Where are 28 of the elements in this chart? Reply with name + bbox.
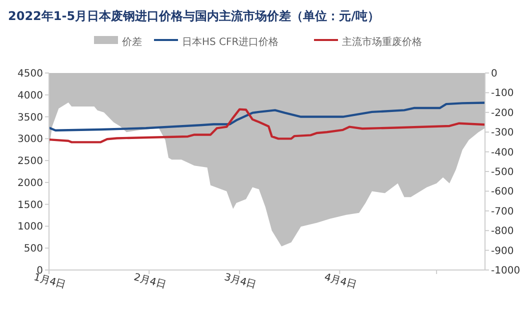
legend-label: 日本HS CFR进口价格 xyxy=(182,36,279,48)
y-tick-label: 1000 xyxy=(18,222,43,233)
legend-label: 主流市场重废价格 xyxy=(342,36,422,48)
y2-tick-label: -200 xyxy=(491,108,514,119)
y-tick-label: 2500 xyxy=(18,156,43,168)
y-tick-label: 1500 xyxy=(18,200,43,211)
y-tick-label: 500 xyxy=(24,244,43,255)
y-tick-label: 4500 xyxy=(18,68,43,80)
y2-tick-label: -900 xyxy=(491,246,514,257)
y2-tick-label: -500 xyxy=(491,167,514,178)
y2-tick-label: -100 xyxy=(491,88,514,100)
x-tick-label: 3月4日 xyxy=(222,272,258,292)
x-tick-label: 2月4日 xyxy=(132,272,167,292)
y-tick-label: 2000 xyxy=(18,178,43,189)
y2-tick-label: -700 xyxy=(491,206,514,218)
y-tick-label: 3000 xyxy=(18,134,43,146)
x-tick-label: 1月4日 xyxy=(32,272,67,292)
legend-label: 价差 xyxy=(121,36,142,48)
y-tick-label: 3500 xyxy=(18,112,43,124)
chart-title: 2022年1-5月日本废钢进口价格与国内主流市场价差（单位：元/吨） xyxy=(8,9,380,23)
y2-tick-label: -600 xyxy=(491,186,514,198)
y2-tick-label: -1000 xyxy=(491,266,520,276)
y2-tick-label: -300 xyxy=(491,128,514,139)
y2-tick-label: 0 xyxy=(491,68,498,80)
x-tick-label: 4月4日 xyxy=(323,272,358,292)
y2-tick-label: -400 xyxy=(491,147,514,158)
y2-tick-label: -800 xyxy=(491,226,514,238)
y-tick-label: 4000 xyxy=(18,90,43,102)
